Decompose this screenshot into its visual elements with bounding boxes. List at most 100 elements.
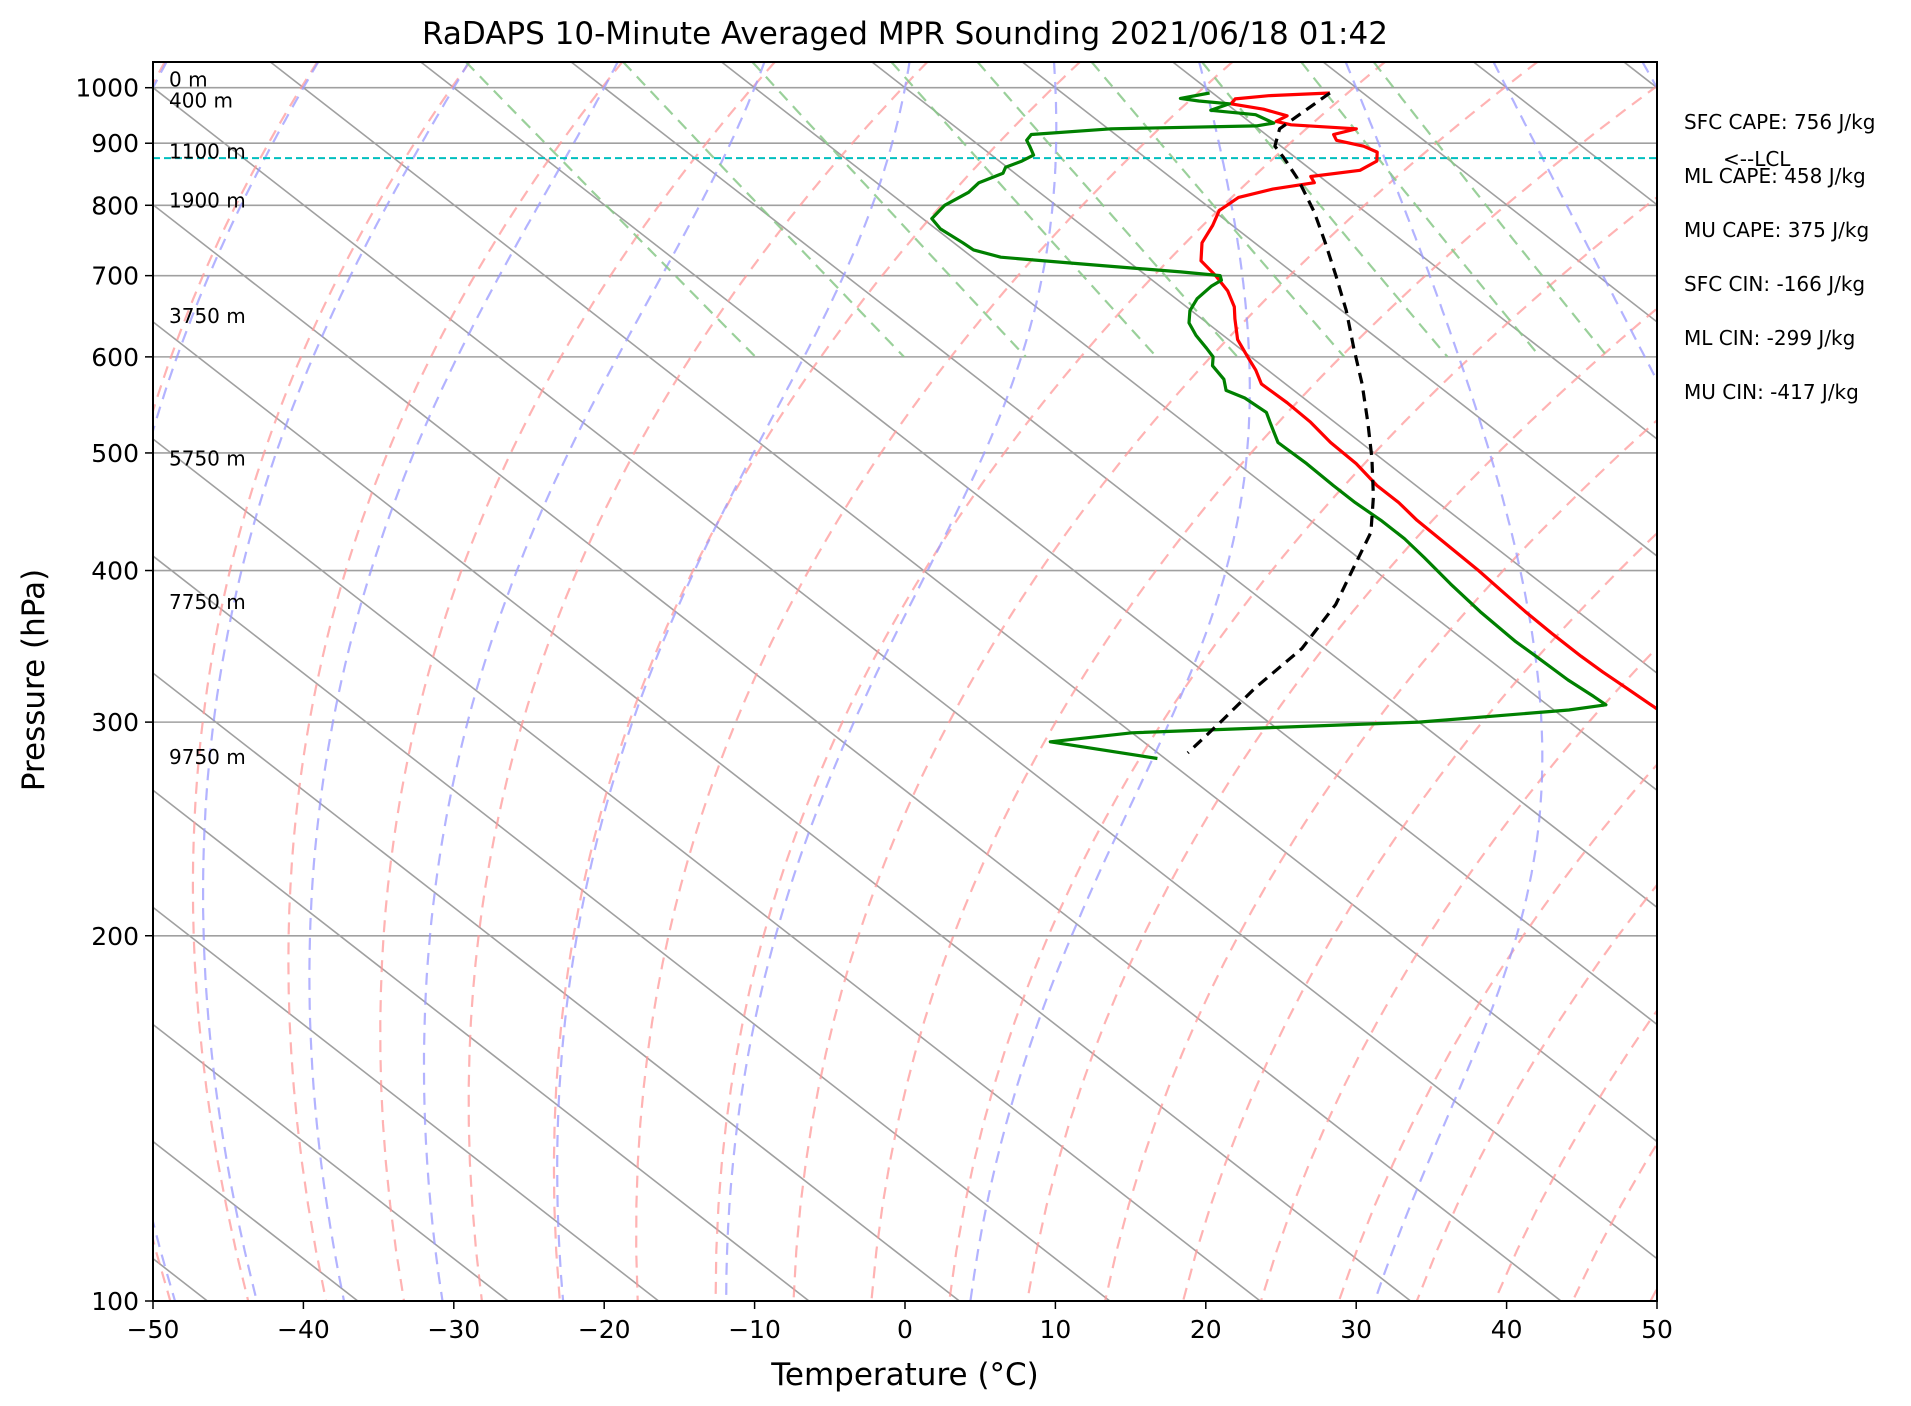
height-label: 7750 m <box>169 590 246 614</box>
dry-adiabat-line <box>379 62 776 1301</box>
isotherm-line <box>153 437 1261 1301</box>
dry-adiabat-line <box>1259 646 1657 1301</box>
mixing-ratio-line <box>751 62 1027 358</box>
height-label: 1900 m <box>169 188 246 212</box>
dry-adiabat-line <box>467 62 929 1301</box>
stat-annotation: ML CIN: -299 J/kg <box>1684 326 1855 350</box>
isotherm-line <box>153 1140 359 1301</box>
y-tick-label: 600 <box>91 343 139 372</box>
height-label: 5750 m <box>169 447 246 471</box>
chart-title: RaDAPS 10-Minute Averaged MPR Sounding 2… <box>422 16 1388 52</box>
x-axis-title: Temperature (°C) <box>770 1357 1039 1393</box>
stat-annotation: ML CAPE: 458 J/kg <box>1684 164 1866 188</box>
background-lines <box>153 62 1911 1301</box>
mixing-ratio-line <box>1372 62 1609 358</box>
stat-annotation: MU CAPE: 375 J/kg <box>1684 218 1869 242</box>
stats-annotations: <--LCL SFC CAPE: 756 J/kg ML CAPE: 458 J/k… <box>1684 110 1875 404</box>
dry-adiabat-line <box>191 62 471 1301</box>
isotherm-line <box>1322 62 1657 323</box>
y-tick-label: 1000 <box>75 74 139 103</box>
x-tick-label: 40 <box>1491 1315 1523 1344</box>
x-tick-label: −40 <box>277 1315 330 1344</box>
height-label: 400 m <box>169 89 233 113</box>
moist-adiabat-line <box>153 62 320 1301</box>
dry-adiabat-line <box>153 62 319 1301</box>
isotherm-line <box>1172 62 1657 440</box>
dry-adiabat-line <box>1415 883 1657 1301</box>
lcl-label: <--LCL <box>1723 147 1791 171</box>
y-tick-label: 700 <box>91 262 139 291</box>
dry-adiabat-line <box>1337 762 1657 1301</box>
dry-adiabat-line <box>635 62 1234 1301</box>
x-tick-label: 20 <box>1190 1315 1222 1344</box>
moist-adiabat-line <box>556 62 911 1301</box>
dry-adiabat-line <box>1026 307 1657 1301</box>
x-tick-label: −30 <box>427 1315 480 1344</box>
isotherm-line <box>420 62 1657 1026</box>
isotherm-line <box>1021 62 1657 558</box>
moist-adiabat-line <box>725 62 1058 1301</box>
parcel-profile <box>1186 91 1376 755</box>
isotherm-line <box>269 62 1657 1143</box>
height-label: 9750 m <box>169 745 246 769</box>
dry-adiabat-line <box>287 62 624 1301</box>
dry-adiabat-line <box>870 84 1657 1301</box>
isotherm-line <box>871 62 1657 675</box>
stat-annotation: MU CIN: -417 J/kg <box>1684 380 1859 404</box>
dry-adiabat-line <box>714 62 1386 1301</box>
mixing-ratio-line <box>890 62 1158 358</box>
dry-adiabat-line <box>1104 418 1657 1301</box>
temperature-profile <box>1199 91 1657 711</box>
y-tick-label: 200 <box>91 922 139 951</box>
mixing-ratio-line <box>1090 62 1346 358</box>
moist-adiabat-line <box>1492 62 1657 383</box>
dewpoint-profile <box>930 91 1608 761</box>
x-tick-label: 0 <box>897 1315 913 1344</box>
dry-adiabat-line <box>1806 62 1911 1301</box>
x-tick-label: 10 <box>1039 1315 1071 1344</box>
moist-adiabat-line <box>202 62 470 1301</box>
y-tick-label: 100 <box>91 1287 139 1316</box>
isotherm-line <box>570 62 1657 909</box>
y-axis-ticks: 100 200 300 400 500 600 700 800 900 1000 <box>75 74 153 1316</box>
moist-adiabat-line <box>1641 62 1657 90</box>
dry-adiabat-line <box>948 195 1657 1301</box>
mixing-ratio-line <box>1300 62 1541 358</box>
dry-adiabat-line <box>1493 1008 1657 1301</box>
isotherm-line <box>153 672 960 1301</box>
dry-adiabat-line <box>1884 62 1911 1301</box>
dry-adiabat-line <box>1182 531 1657 1301</box>
isotherm-line <box>153 1023 509 1301</box>
isotherm-line <box>153 555 1111 1301</box>
mixing-ratio-line <box>465 62 757 358</box>
isotherm-line <box>153 320 1412 1301</box>
height-label: 1100 m <box>169 140 246 164</box>
height-label: 0 m <box>169 68 208 92</box>
isotherm-line <box>1623 62 1657 89</box>
y-tick-label: 300 <box>91 708 139 737</box>
moist-adiabat-line <box>969 62 1251 1301</box>
isotherm-line <box>153 86 1657 1260</box>
series-layer <box>930 91 1657 761</box>
stat-annotation: SFC CAPE: 756 J/kg <box>1684 110 1875 134</box>
y-tick-label: 500 <box>91 439 139 468</box>
y-tick-label: 800 <box>91 191 139 220</box>
y-tick-label: 900 <box>91 129 139 158</box>
isotherm-line <box>153 789 810 1301</box>
dry-adiabat-line <box>552 62 1081 1301</box>
x-tick-label: 30 <box>1340 1315 1372 1344</box>
stat-annotation: SFC CIN: -166 J/kg <box>1684 272 1865 296</box>
x-tick-label: 50 <box>1641 1315 1673 1344</box>
moist-adiabat-line <box>1344 62 1544 1301</box>
y-axis-title: Pressure (hPa) <box>16 569 52 791</box>
mixing-ratio-line <box>976 62 1239 358</box>
dry-adiabat-line <box>792 62 1539 1301</box>
dry-adiabat-line <box>1728 62 1911 1301</box>
x-tick-label: −20 <box>578 1315 631 1344</box>
height-labels: 9750 m 7750 m 5750 m 3750 m 1900 m 1100 m 400 … <box>169 68 246 769</box>
x-axis-ticks: −50 −40 −30 −20 −10 0 10 20 30 40 50 <box>127 1301 1673 1344</box>
height-label: 3750 m <box>169 304 246 328</box>
moist-adiabat-line <box>308 62 619 1301</box>
